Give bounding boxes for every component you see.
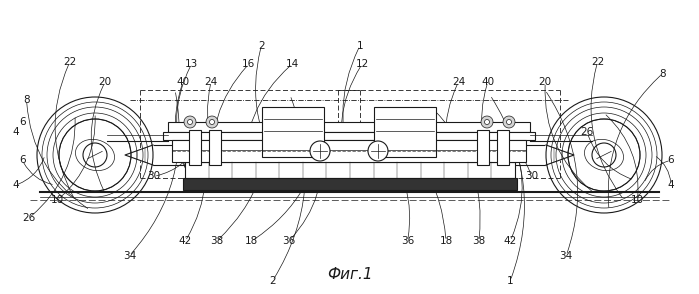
- Text: 38: 38: [210, 236, 223, 246]
- Text: 4: 4: [668, 180, 675, 190]
- Text: 30: 30: [525, 171, 538, 181]
- Circle shape: [206, 116, 218, 128]
- Text: Фиг.1: Фиг.1: [326, 267, 373, 283]
- Text: 4: 4: [12, 127, 19, 137]
- Text: 26: 26: [23, 213, 36, 223]
- Text: 14: 14: [286, 59, 298, 69]
- Text: 1: 1: [507, 276, 514, 286]
- Text: 2: 2: [258, 41, 265, 51]
- Polygon shape: [185, 162, 515, 178]
- Text: 24: 24: [452, 77, 465, 87]
- Polygon shape: [546, 145, 574, 165]
- Text: 36: 36: [401, 236, 414, 246]
- Circle shape: [481, 116, 493, 128]
- Text: 1: 1: [356, 41, 363, 51]
- Text: 36: 36: [282, 236, 295, 246]
- Circle shape: [368, 141, 388, 161]
- Text: 40: 40: [177, 77, 189, 87]
- Text: 26: 26: [581, 127, 593, 137]
- Text: 20: 20: [539, 77, 552, 87]
- Polygon shape: [153, 145, 546, 165]
- Text: 22: 22: [64, 57, 76, 67]
- Text: 6: 6: [668, 155, 675, 165]
- Text: 16: 16: [243, 59, 255, 69]
- Text: 8: 8: [23, 95, 30, 105]
- Text: 12: 12: [356, 59, 368, 69]
- Polygon shape: [183, 178, 517, 190]
- Text: 6: 6: [19, 155, 26, 165]
- Polygon shape: [477, 130, 489, 165]
- Circle shape: [187, 119, 192, 124]
- Circle shape: [507, 119, 512, 124]
- Polygon shape: [497, 130, 509, 165]
- Circle shape: [184, 116, 196, 128]
- Text: 24: 24: [205, 77, 217, 87]
- Polygon shape: [163, 132, 535, 140]
- Text: 10: 10: [51, 195, 64, 205]
- Polygon shape: [172, 140, 526, 162]
- Text: 2: 2: [269, 276, 276, 286]
- Circle shape: [503, 116, 515, 128]
- Text: 4: 4: [12, 180, 19, 190]
- Polygon shape: [262, 107, 324, 157]
- Circle shape: [484, 119, 489, 124]
- Text: 8: 8: [659, 69, 666, 78]
- Text: 34: 34: [560, 251, 572, 261]
- Circle shape: [210, 119, 215, 124]
- Text: 20: 20: [99, 77, 111, 87]
- Polygon shape: [209, 130, 221, 165]
- Text: 34: 34: [123, 251, 136, 261]
- Text: 18: 18: [245, 236, 258, 246]
- Text: 22: 22: [591, 57, 604, 67]
- Polygon shape: [189, 130, 201, 165]
- Text: 42: 42: [504, 236, 517, 246]
- Text: 42: 42: [179, 236, 192, 246]
- Text: 18: 18: [440, 236, 452, 246]
- Text: 38: 38: [473, 236, 485, 246]
- Circle shape: [310, 141, 330, 161]
- Polygon shape: [374, 107, 436, 157]
- Text: 40: 40: [482, 77, 494, 87]
- Polygon shape: [168, 122, 530, 132]
- Text: 13: 13: [185, 59, 198, 69]
- Polygon shape: [125, 145, 153, 165]
- Text: 10: 10: [631, 195, 644, 205]
- Text: 6: 6: [19, 117, 26, 127]
- Text: 30: 30: [147, 171, 160, 181]
